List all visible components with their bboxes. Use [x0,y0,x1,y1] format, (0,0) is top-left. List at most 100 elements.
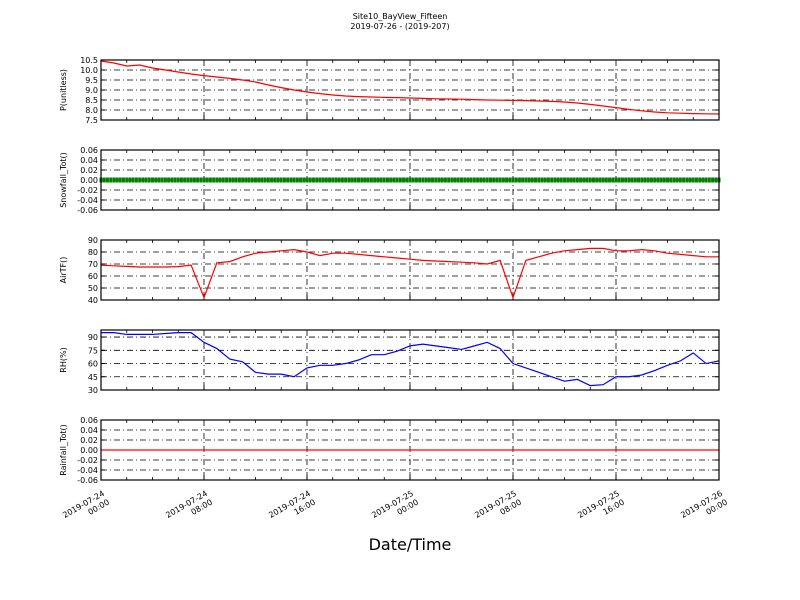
data-point [517,177,521,183]
data-point [479,177,483,183]
y-tick-label: 10.5 [80,56,98,65]
data-point [109,177,113,183]
data-point [514,177,518,183]
y-tick-label: 60 [88,272,98,281]
data-point [595,177,599,183]
panel-frame [100,149,720,211]
data-point [582,177,586,183]
y-tick-label: 0.02 [80,436,98,445]
data-point [157,177,161,183]
data-point [179,177,183,183]
data-point [225,177,229,183]
data-point [521,177,525,183]
data-point [405,177,409,183]
data-point [685,177,689,183]
data-point [492,177,496,183]
data-point [550,177,554,183]
data-point [537,177,541,183]
data-point [559,177,563,183]
data-point [653,177,657,183]
data-point [302,177,306,183]
data-point [392,177,396,183]
data-point [260,177,264,183]
data-point [443,177,447,183]
data-point [305,177,309,183]
data-point [347,177,351,183]
data-point [662,177,666,183]
x-axis-label: Date/Time [369,535,452,554]
data-point [411,177,415,183]
data-point [691,177,695,183]
data-point [543,177,547,183]
data-point [270,177,274,183]
data-point [344,177,348,183]
y-tick-label: 80 [88,248,98,257]
data-point [379,177,383,183]
data-point [228,177,232,183]
data-point [170,177,174,183]
data-point [588,177,592,183]
data-point [257,177,261,183]
data-point [141,177,145,183]
panel-frame [100,329,720,391]
panel-frame [100,419,720,481]
data-point [553,177,557,183]
y-tick-label: 40 [88,296,98,305]
data-point [382,177,386,183]
data-point [666,177,669,183]
data-point [472,177,476,183]
data-point [237,177,241,183]
data-point [563,177,566,183]
data-point [698,177,702,183]
x-tick-label: 2019-07-2408:00 [164,489,214,529]
data-point [579,177,583,183]
data-point [694,177,698,183]
chart-title: Site10_BayView_Fifteen [353,12,448,21]
data-point [295,177,299,183]
data-point [331,177,335,183]
data-point [656,177,660,183]
data-point [385,177,389,183]
panel-frame [100,239,720,301]
data-point [186,177,190,183]
data-point [418,177,422,183]
data-point [591,177,595,183]
data-point [421,177,425,183]
data-point [173,177,177,183]
y-tick-label: 0.04 [80,156,98,165]
data-point [620,177,624,183]
data-point [324,177,328,183]
panel-frame [100,59,720,121]
data-point [122,177,126,183]
data-point [434,177,438,183]
y-tick-label: 8.0 [85,106,98,115]
data-point [627,177,631,183]
data-point [572,177,576,183]
y-tick-label: 8.5 [85,96,98,105]
data-point [566,177,570,183]
data-point [640,177,644,183]
data-point [659,177,663,183]
data-point [556,177,560,183]
data-point [424,177,428,183]
data-point [440,177,444,183]
panel-1: -0.06-0.04-0.020.000.020.040.06 Snowfall_… [59,146,721,215]
data-point [340,177,344,183]
data-point [151,177,154,183]
panel-4: -0.06-0.04-0.020.000.020.040.06 Rainfall_… [59,416,720,485]
data-point [369,177,373,183]
data-point [450,177,454,183]
data-point [530,177,534,183]
data-point [508,177,512,183]
data-point [218,177,222,183]
y-axis-label: Rainfall_Tot() [59,424,68,476]
data-point [524,177,528,183]
data-point [189,177,193,183]
y-tick-label: -0.02 [77,186,98,195]
data-point [414,177,418,183]
data-point [585,177,589,183]
data-point [334,177,338,183]
y-tick-label: 70 [88,260,98,269]
data-point [498,177,502,183]
x-tick-label: 2019-07-2508:00 [473,489,523,529]
